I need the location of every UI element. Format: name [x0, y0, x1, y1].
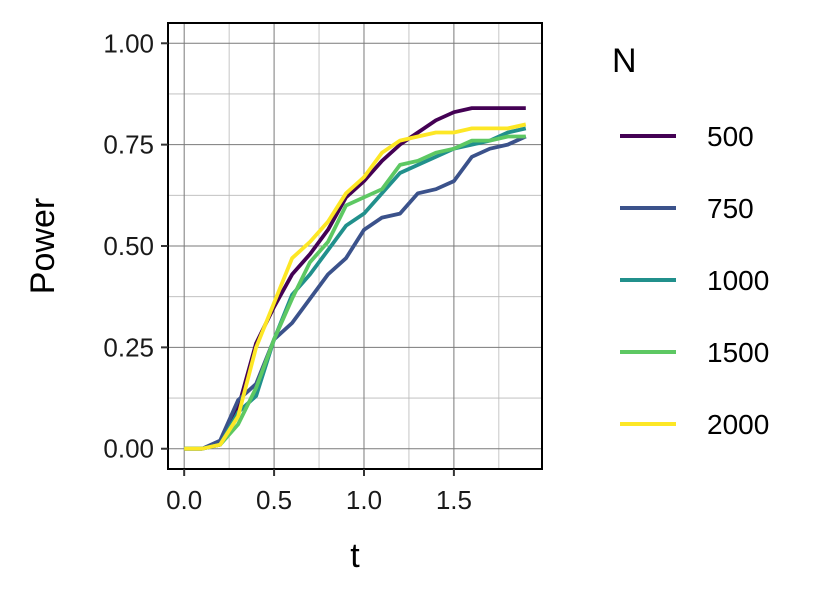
grid-lines — [168, 23, 542, 469]
x-tick-label: 1.5 — [436, 485, 472, 515]
y-tick-label: 0.25 — [103, 332, 154, 362]
x-tick-label: 0.5 — [256, 485, 292, 515]
y-tick-label: 0.50 — [103, 231, 154, 261]
y-tick-label: 0.75 — [103, 130, 154, 160]
axes: 0.0 0.5 1.0 1.5 0.00 0.25 0.50 0.75 1.00 — [103, 28, 472, 515]
y-tick-label: 0.00 — [103, 434, 154, 464]
y-axis-title: Power — [24, 198, 62, 294]
legend-label-500: 500 — [707, 121, 754, 152]
y-tick-label: 1.00 — [103, 28, 154, 58]
x-tick-label: 0.0 — [166, 485, 202, 515]
series-lines — [184, 106, 527, 451]
legend-label-750: 750 — [707, 193, 754, 224]
series-line-500 — [184, 106, 526, 451]
legend-label-2000: 2000 — [707, 409, 769, 440]
series-line-1500 — [184, 134, 526, 451]
legend-label-1500: 1500 — [707, 337, 769, 368]
series-line-2000 — [184, 122, 527, 451]
x-axis-title: t — [350, 537, 360, 575]
legend: N 500 750 1000 1500 2000 — [612, 42, 769, 440]
series-line-1000 — [184, 126, 527, 451]
legend-label-1000: 1000 — [707, 265, 769, 296]
legend-title: N — [612, 42, 637, 80]
x-tick-label: 1.0 — [346, 485, 382, 515]
